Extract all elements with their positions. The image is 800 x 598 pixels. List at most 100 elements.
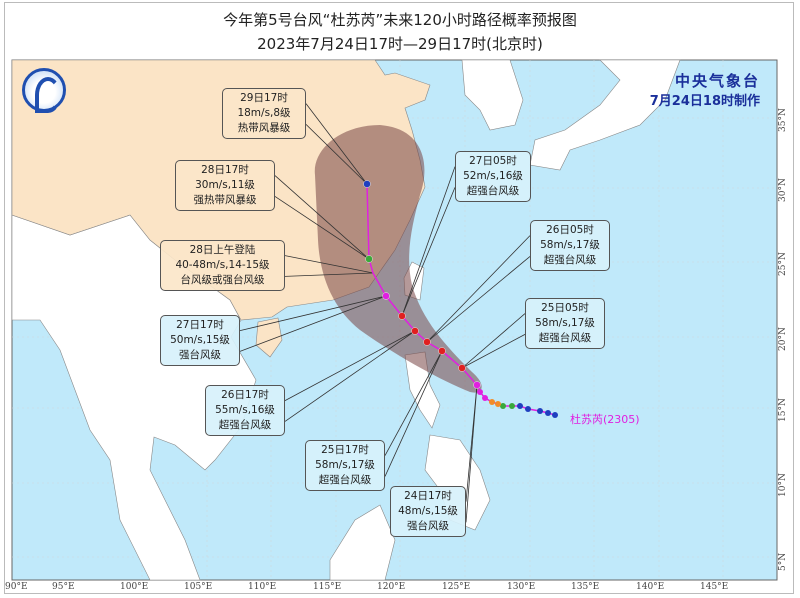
leader-line [284,255,374,274]
forecast-label-level: 热带风暴级 [237,122,291,134]
latitude-tick-label: 25°N [778,252,788,276]
forecast-position-marker [411,327,419,335]
forecast-label-wind: 52m/s,16级 [463,170,523,182]
leader-line [384,350,443,477]
leader-line [274,196,370,260]
forecast-label-wind: 50m/s,15级 [170,334,230,346]
forecast-label-time: 25日05时 [541,302,589,314]
forecast-label-level: 强热带风暴级 [193,194,257,206]
forecast-label-wind: 58m/s,17级 [315,459,375,471]
philippines-south [424,434,491,531]
leader-line [305,124,368,185]
forecast-position-marker [423,338,431,346]
forecast-label-wind: 40-48m/s,14-15级 [175,259,270,271]
leader-line [274,175,370,260]
forecast-label-level: 台风级或强台风级 [180,274,265,286]
longitude-tick-label: 105°E [184,582,213,592]
forecast-label-level: 强台风级 [407,520,449,532]
forecast-label-level: 超强台风级 [543,254,597,266]
forecast-label-time: 26日17时 [221,389,269,401]
map-subtitle: 2023年7月24日17时—29日17时(北京时) [257,35,543,53]
forecast-position-marker [458,364,466,372]
forecast-label-box: 25日17时 58m/s,17级 超强台风级 [305,440,385,491]
forecast-label-time: 29日17时 [240,92,288,104]
hainan-island [255,317,283,358]
forecast-label-box: 24日17时 48m/s,15级 强台风级 [390,486,466,537]
leader-line [239,295,387,352]
forecast-label-wind: 48m/s,15级 [398,505,458,517]
cma-logo-icon [22,68,66,113]
forecast-label-time: 27日05时 [469,155,517,167]
latitude-tick-label: 20°N [778,327,788,351]
storm-name-label: 杜苏芮(2305) [570,413,640,426]
borneo-island [329,504,396,581]
longitude-tick-label: 135°E [571,582,600,592]
korea-peninsula [461,59,524,131]
longitude-tick-label: 100°E [120,582,149,592]
latitude-tick-label: 10°N [778,473,788,497]
forecast-label-time: 25日17时 [321,444,369,456]
forecast-label-wind: 30m/s,11级 [195,179,255,191]
longitude-tick-label: 140°E [636,582,665,592]
issue-time: 7月24日18时制作 [649,94,760,109]
latitude-tick-label: 5°N [778,552,788,571]
leader-line [426,256,531,343]
forecast-label-box: 28日上午登陆 40-48m/s,14-15级 台风级或强台风级 [160,240,285,291]
longitude-tick-label: 145°E [700,582,729,592]
longitude-tick-label: 125°E [442,582,471,592]
forecast-label-time: 27日17时 [176,319,224,331]
forecast-label-time: 24日17时 [404,490,452,502]
past-position-marker [509,403,515,409]
forecast-position-marker [382,292,390,300]
forecast-label-wind: 58m/s,17级 [535,317,595,329]
track-layer [363,180,558,418]
forecast-position-marker [473,381,481,389]
leader-line [284,272,374,277]
forecast-label-level: 超强台风级 [538,332,592,344]
leader-line [384,350,443,456]
past-position-marker [482,395,488,401]
longitude-tick-label: 120°E [377,582,406,592]
forecast-label-wind: 55m/s,16级 [215,404,275,416]
forecast-label-box: 27日05时 52m/s,16级 超强台风级 [455,151,531,202]
forecast-label-box: 29日17时 18m/s,8级 热带风暴级 [222,88,306,139]
leader-line [305,103,368,185]
forecast-position-marker [438,347,446,355]
past-position-marker [495,401,501,407]
forecast-label-wind: 58m/s,17级 [540,239,600,251]
past-position-marker [489,399,495,405]
leader-line [284,330,416,422]
forecast-label-wind: 18m/s,8级 [237,107,291,119]
agency-name: 中央气象台 [674,72,760,90]
forecast-label-box: 27日17时 50m/s,15级 强台风级 [160,315,240,366]
past-position-marker [552,412,558,418]
forecast-label-level: 超强台风级 [466,185,520,197]
leader-line [239,295,387,331]
past-position-marker [537,408,543,414]
probability-cone [314,125,482,393]
leader-line [461,334,526,369]
leader-line [401,187,456,317]
forecast-label-box: 26日17时 55m/s,16级 超强台风级 [205,385,285,436]
map-title: 今年第5号台风“杜苏芮”未来120小时路径概率预报图 [223,11,577,29]
probability-cone-area [314,125,482,393]
forecast-label-time: 28日上午登陆 [189,244,256,256]
longitude-tick-label: 115°E [313,582,342,592]
past-position-marker [517,403,523,409]
outer-frame [4,2,794,594]
forecast-label-level: 强台风级 [179,349,221,361]
forecast-label-box: 25日05时 58m/s,17级 超强台风级 [525,298,605,349]
japan-islands [529,59,681,171]
forecast-label-level: 超强台风级 [318,474,372,486]
leader-line [401,166,456,317]
leader-line [465,384,478,523]
past-position-marker [545,410,551,416]
leader-lines [239,103,531,523]
latitude-tick-label: 35°N [778,108,788,132]
leader-line [284,330,416,401]
forecast-track-line [366,183,478,386]
forecast-position-marker [363,180,371,188]
forecast-label-box: 26日05时 58m/s,17级 超强台风级 [530,220,610,271]
forecast-label-time: 26日05时 [546,224,594,236]
